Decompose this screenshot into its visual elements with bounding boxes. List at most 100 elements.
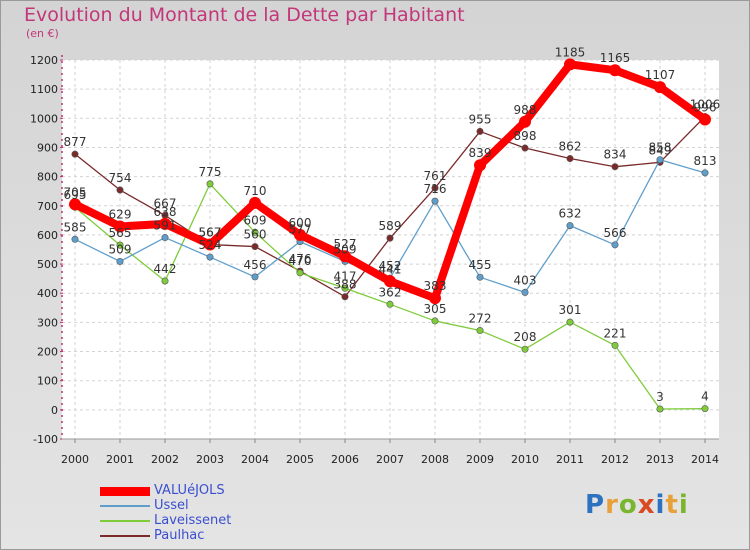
data-label: 305 xyxy=(424,302,447,316)
data-point xyxy=(431,317,439,325)
logo-letter: x xyxy=(637,490,656,520)
data-label: 417 xyxy=(334,269,357,283)
data-label: 877 xyxy=(64,135,87,149)
series-laveissenet xyxy=(71,180,709,413)
data-point xyxy=(341,293,349,301)
data-label: 567 xyxy=(199,226,222,240)
x-tick-label: 2000 xyxy=(61,453,89,466)
data-label: 629 xyxy=(109,207,132,221)
data-point xyxy=(386,234,394,242)
data-label: 716 xyxy=(424,182,447,196)
data-label: 839 xyxy=(469,146,492,160)
x-tick-label: 2009 xyxy=(466,453,494,466)
y-tick-label: 900 xyxy=(37,141,58,154)
data-point xyxy=(71,235,79,243)
data-label: 1107 xyxy=(645,68,676,82)
legend-label: VALUéJOLS xyxy=(154,483,225,498)
data-point xyxy=(249,196,261,209)
x-tick-label: 2011 xyxy=(556,453,584,466)
legend-swatch xyxy=(100,505,150,507)
data-label: 208 xyxy=(514,330,537,344)
data-point xyxy=(521,144,529,152)
data-label: 638 xyxy=(154,205,177,219)
data-label: 955 xyxy=(469,112,492,126)
x-tick-label: 2001 xyxy=(106,453,134,466)
x-tick-label: 2013 xyxy=(646,453,674,466)
data-point xyxy=(204,238,216,251)
data-label: 455 xyxy=(469,258,492,272)
x-tick-label: 2010 xyxy=(511,453,539,466)
x-tick-label: 2002 xyxy=(151,453,179,466)
data-point xyxy=(384,275,396,288)
data-label: 403 xyxy=(514,273,537,287)
data-label: 761 xyxy=(424,169,447,183)
data-label: 456 xyxy=(244,258,267,272)
data-label: 383 xyxy=(424,279,447,293)
data-label: 476 xyxy=(289,252,312,266)
data-point xyxy=(71,150,79,158)
data-label: 3 xyxy=(656,390,664,404)
data-label: 527 xyxy=(334,237,357,251)
data-label: 509 xyxy=(334,242,357,256)
data-point xyxy=(476,327,484,335)
data-point xyxy=(116,241,124,249)
data-point xyxy=(566,222,574,230)
data-point xyxy=(251,228,259,236)
data-point xyxy=(566,318,574,326)
data-label: 834 xyxy=(604,148,627,162)
data-label: 585 xyxy=(64,220,87,234)
data-point xyxy=(701,169,709,177)
data-label: 862 xyxy=(559,140,582,154)
logo-letter: P xyxy=(585,490,606,520)
data-label: 849 xyxy=(649,143,672,157)
data-label: 858 xyxy=(649,141,672,155)
y-tick-label: 600 xyxy=(37,229,58,242)
data-point xyxy=(296,269,304,277)
y-tick-label: 200 xyxy=(37,346,58,359)
data-point xyxy=(206,253,214,261)
data-label: 632 xyxy=(559,207,582,221)
legend-swatch xyxy=(100,535,150,537)
data-label: 609 xyxy=(244,213,267,227)
y-tick-label: 100 xyxy=(37,375,58,388)
data-point xyxy=(699,113,711,126)
data-label: 996 xyxy=(694,100,717,114)
data-label: 667 xyxy=(154,196,177,210)
x-tick-label: 2014 xyxy=(691,453,719,466)
data-label: 754 xyxy=(109,171,132,185)
x-tick-label: 2005 xyxy=(286,453,314,466)
chart-title: Evolution du Montant de la Dette par Hab… xyxy=(24,4,465,26)
data-point xyxy=(429,292,441,305)
data-label: 565 xyxy=(109,226,132,240)
x-tick-label: 2004 xyxy=(241,453,269,466)
data-point xyxy=(341,284,349,292)
data-point xyxy=(386,300,394,308)
data-point xyxy=(476,273,484,281)
data-label: 452 xyxy=(379,259,402,273)
series-valuéjols xyxy=(69,58,711,305)
data-point xyxy=(566,155,574,163)
data-point xyxy=(161,234,169,242)
y-tick-label: 1100 xyxy=(30,83,58,96)
data-label: 988 xyxy=(514,103,537,117)
legend-label: Ussel xyxy=(154,498,189,513)
y-tick-label: 1000 xyxy=(30,112,58,125)
data-point xyxy=(609,64,621,77)
logo-letter: r xyxy=(605,490,619,520)
data-point xyxy=(521,288,529,296)
y-tick-label: 800 xyxy=(37,171,58,184)
y-tick-label: 0 xyxy=(51,404,58,417)
data-point xyxy=(294,228,306,241)
data-label: 775 xyxy=(199,165,222,179)
data-label: 705 xyxy=(64,185,87,199)
data-point xyxy=(519,115,531,128)
x-tick-label: 2012 xyxy=(601,453,629,466)
data-label: 441 xyxy=(379,262,402,276)
data-point xyxy=(69,198,81,211)
data-label: 560 xyxy=(244,228,267,242)
data-point xyxy=(611,241,619,249)
data-point xyxy=(611,163,619,171)
data-point xyxy=(701,405,709,413)
data-point xyxy=(339,250,351,263)
logo-letter: i xyxy=(655,490,666,520)
